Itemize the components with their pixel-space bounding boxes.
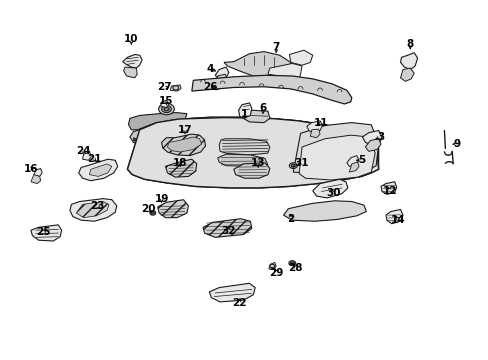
Polygon shape xyxy=(380,182,396,194)
Polygon shape xyxy=(216,74,227,85)
Circle shape xyxy=(150,211,156,215)
Polygon shape xyxy=(89,164,112,176)
Polygon shape xyxy=(127,118,378,188)
Circle shape xyxy=(212,84,220,90)
Text: 6: 6 xyxy=(259,103,266,113)
Polygon shape xyxy=(122,54,142,68)
Text: 14: 14 xyxy=(390,215,405,225)
Polygon shape xyxy=(133,131,183,144)
Circle shape xyxy=(161,105,171,113)
Polygon shape xyxy=(31,225,61,241)
Circle shape xyxy=(289,163,297,168)
Circle shape xyxy=(291,164,295,167)
Text: 3: 3 xyxy=(377,132,384,142)
Text: 9: 9 xyxy=(452,139,459,149)
Text: 23: 23 xyxy=(90,201,104,211)
Text: 27: 27 xyxy=(157,82,171,93)
Text: 28: 28 xyxy=(288,263,303,273)
Text: 8: 8 xyxy=(406,40,413,49)
Polygon shape xyxy=(160,100,168,108)
Polygon shape xyxy=(79,159,118,181)
Text: 13: 13 xyxy=(250,158,265,168)
Text: 31: 31 xyxy=(294,158,308,168)
Polygon shape xyxy=(82,152,91,160)
Polygon shape xyxy=(267,63,302,81)
Text: 15: 15 xyxy=(159,96,173,106)
Circle shape xyxy=(214,85,218,88)
Polygon shape xyxy=(299,135,374,180)
Text: 16: 16 xyxy=(23,163,38,174)
Circle shape xyxy=(290,262,294,265)
Polygon shape xyxy=(217,154,267,166)
Polygon shape xyxy=(127,117,378,188)
Circle shape xyxy=(163,107,168,111)
Circle shape xyxy=(172,86,178,90)
Polygon shape xyxy=(167,137,201,152)
Polygon shape xyxy=(348,162,358,172)
Polygon shape xyxy=(400,68,413,81)
Text: 1: 1 xyxy=(241,109,247,119)
Polygon shape xyxy=(242,110,269,123)
Polygon shape xyxy=(215,67,228,80)
Text: 21: 21 xyxy=(87,154,102,164)
Polygon shape xyxy=(130,119,186,148)
Text: 17: 17 xyxy=(177,125,192,135)
Polygon shape xyxy=(191,75,351,104)
Text: 29: 29 xyxy=(268,267,283,278)
Polygon shape xyxy=(76,202,109,218)
Polygon shape xyxy=(219,139,269,155)
Circle shape xyxy=(151,212,154,214)
Polygon shape xyxy=(165,159,196,177)
Polygon shape xyxy=(283,201,366,221)
Text: 25: 25 xyxy=(36,227,51,237)
Polygon shape xyxy=(31,175,41,184)
Circle shape xyxy=(158,103,174,115)
Polygon shape xyxy=(140,117,378,140)
Polygon shape xyxy=(170,85,181,91)
Polygon shape xyxy=(34,168,42,176)
Polygon shape xyxy=(233,163,269,178)
Text: 32: 32 xyxy=(221,226,236,236)
Circle shape xyxy=(288,261,295,266)
Polygon shape xyxy=(224,51,290,78)
Text: 12: 12 xyxy=(382,186,396,197)
Polygon shape xyxy=(268,262,276,270)
Polygon shape xyxy=(70,199,117,221)
Text: 22: 22 xyxy=(232,298,246,308)
Text: 19: 19 xyxy=(154,194,168,204)
Polygon shape xyxy=(238,103,251,118)
Text: 18: 18 xyxy=(173,158,187,168)
Polygon shape xyxy=(293,123,378,176)
Polygon shape xyxy=(128,113,186,130)
Text: 10: 10 xyxy=(124,35,138,44)
Polygon shape xyxy=(312,179,347,198)
Text: 24: 24 xyxy=(76,146,91,156)
Text: 7: 7 xyxy=(272,42,279,52)
Polygon shape xyxy=(289,50,312,65)
Polygon shape xyxy=(306,121,322,133)
Polygon shape xyxy=(385,210,402,224)
Polygon shape xyxy=(161,134,205,156)
Polygon shape xyxy=(310,129,320,138)
Circle shape xyxy=(269,264,274,268)
Text: 30: 30 xyxy=(325,188,340,198)
Text: 26: 26 xyxy=(203,82,217,93)
Polygon shape xyxy=(123,67,137,78)
Text: 4: 4 xyxy=(206,64,214,74)
Polygon shape xyxy=(362,131,381,145)
Polygon shape xyxy=(203,219,251,237)
Text: 11: 11 xyxy=(314,118,328,128)
Polygon shape xyxy=(158,200,188,218)
Text: 20: 20 xyxy=(141,204,155,215)
Polygon shape xyxy=(400,53,417,69)
Polygon shape xyxy=(346,156,358,166)
Polygon shape xyxy=(209,283,255,302)
Text: 5: 5 xyxy=(357,155,365,165)
Text: 2: 2 xyxy=(286,215,294,224)
Polygon shape xyxy=(365,139,380,151)
